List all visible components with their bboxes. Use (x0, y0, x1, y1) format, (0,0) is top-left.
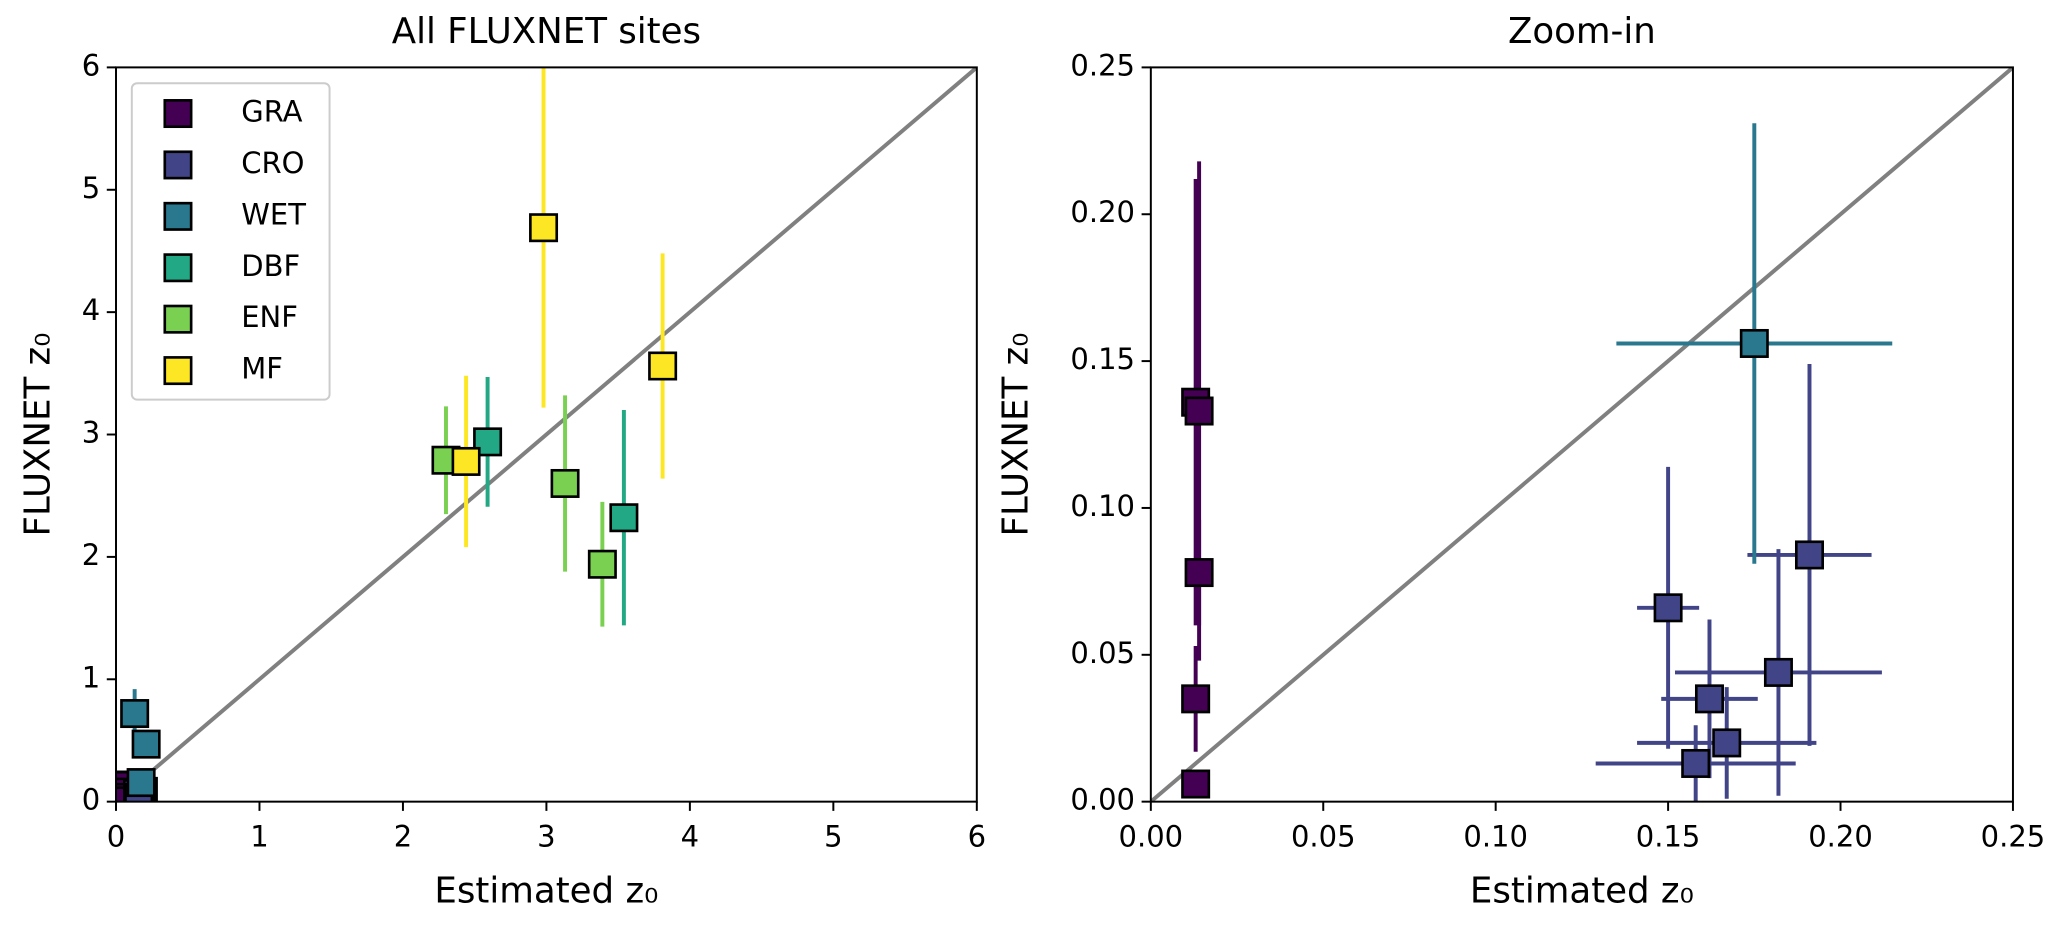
legend-marker (163, 99, 193, 129)
x-tick-label: 0.20 (1808, 820, 1873, 854)
point (1739, 328, 1769, 358)
y-tick-label: 0.15 (1070, 342, 1135, 376)
panel: Zoom-in Estimated z₀ FLUXNET z₀ 0.00 0.05 0.1… (996, 11, 2046, 911)
plot-area (116, 67, 977, 802)
legend-label: ENF (241, 300, 298, 334)
panel: All FLUXNET sites Estimated z₀ FLUXNET z₀ 0… (18, 11, 986, 911)
y-tick-label: 5 (82, 171, 100, 205)
legend-label: GRA (241, 95, 302, 129)
x-tick-label: 5 (824, 820, 842, 854)
chart-title: Zoom-in (1508, 11, 1656, 52)
x-tick-label: 4 (681, 820, 699, 854)
y-tick-label: 0.00 (1070, 783, 1135, 817)
axes-frame (115, 66, 978, 803)
legend-label: CRO (241, 146, 304, 180)
axes-frame (1149, 66, 2014, 803)
legend-box (130, 82, 331, 401)
y-tick-label: 0.10 (1070, 489, 1135, 523)
x-tick-label: 0.10 (1463, 820, 1528, 854)
legend: GRA CRO WET DBF ENF MF (130, 82, 331, 401)
plot-area (1150, 67, 2013, 802)
legend-marker (163, 253, 193, 283)
point (587, 549, 617, 579)
x-tick-label: 1 (250, 820, 268, 854)
point (550, 468, 580, 498)
x-tick-label: 0.15 (1636, 820, 1701, 854)
legend-marker (163, 356, 193, 386)
x-tick-label: 0 (107, 820, 125, 854)
point (1763, 657, 1793, 687)
point (131, 729, 161, 759)
legend-label: MF (241, 352, 283, 386)
point (609, 503, 639, 533)
x-tick-label: 2 (394, 820, 412, 854)
x-tick-label: 3 (537, 820, 555, 854)
point (1681, 748, 1711, 778)
x-axis-label: Estimated z₀ (434, 871, 658, 912)
y-tick-label: 3 (82, 416, 100, 450)
y-tick-label: 2 (82, 538, 100, 572)
chart-title: All FLUXNET sites (392, 11, 701, 52)
reference-line (1150, 67, 2013, 802)
point (648, 351, 678, 381)
legend-marker (163, 201, 193, 231)
point (126, 768, 156, 798)
x-tick-label: 0.00 (1119, 820, 1184, 854)
legend-label: WET (241, 197, 306, 231)
y-tick-label: 0.25 (1070, 48, 1135, 82)
point (451, 446, 481, 476)
reference-line (116, 67, 977, 802)
y-tick-label: 0.05 (1070, 636, 1135, 670)
point (1184, 396, 1214, 426)
y-tick-label: 0.20 (1070, 195, 1135, 229)
y-axis-label: FLUXNET z₀ (996, 333, 1037, 537)
point (1181, 769, 1211, 799)
legend-marker (163, 150, 193, 180)
point (529, 213, 559, 243)
point (1712, 728, 1742, 758)
point (1794, 540, 1824, 570)
x-tick-label: 0.05 (1291, 820, 1356, 854)
point (1181, 684, 1211, 714)
x-axis-label: Estimated z₀ (1470, 871, 1694, 912)
point (120, 699, 150, 729)
y-tick-label: 4 (82, 293, 100, 327)
y-axis-label: FLUXNET z₀ (18, 333, 59, 537)
legend-marker (163, 304, 193, 334)
point (1653, 593, 1683, 623)
point (1694, 684, 1724, 714)
y-tick-label: 0 (82, 783, 100, 817)
x-tick-label: 0.25 (1981, 820, 2046, 854)
x-tick-label: 6 (968, 820, 986, 854)
legend-label: DBF (241, 249, 300, 283)
point (1184, 558, 1214, 588)
y-tick-label: 1 (82, 660, 100, 694)
y-tick-label: 6 (82, 48, 100, 82)
